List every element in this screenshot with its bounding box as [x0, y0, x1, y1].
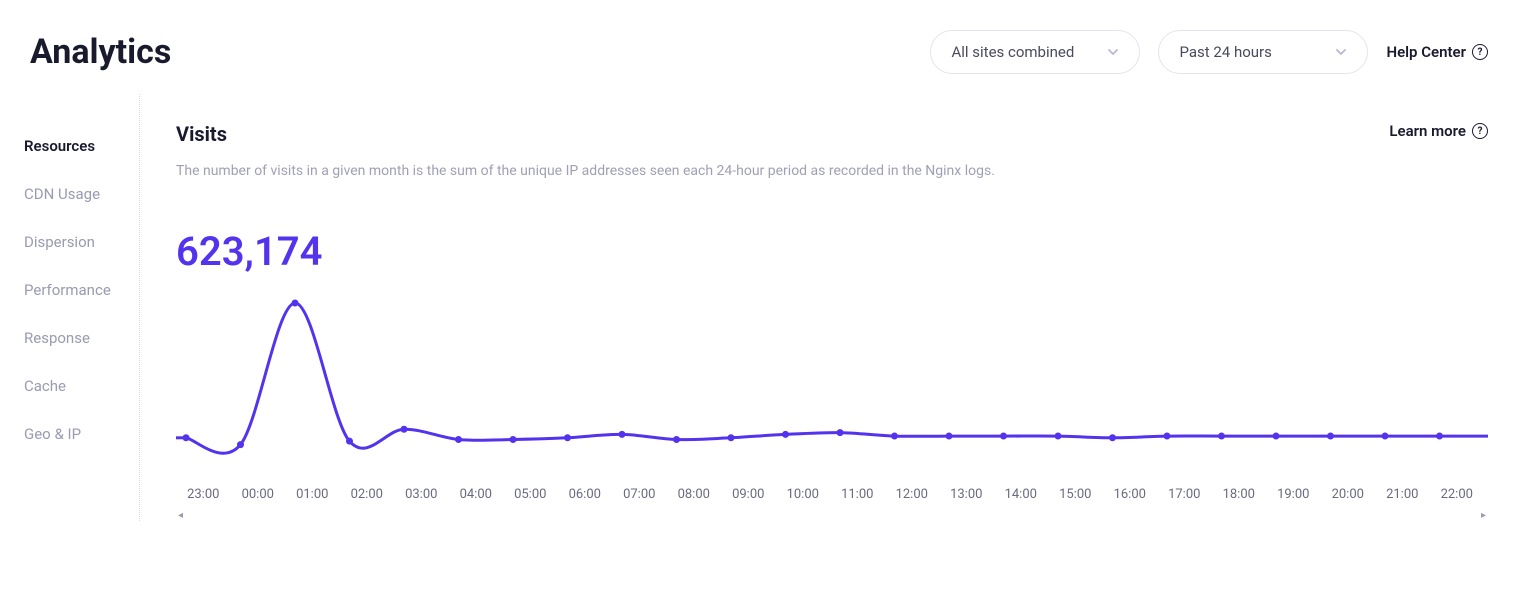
- x-axis-label: 08:00: [667, 487, 722, 502]
- chart-point[interactable]: [1000, 433, 1007, 440]
- x-axis-label: 23:00: [176, 487, 231, 502]
- x-axis-label: 15:00: [1048, 487, 1103, 502]
- sidebar-item-response[interactable]: Response: [24, 314, 139, 362]
- chart-point[interactable]: [1327, 433, 1334, 440]
- x-axis-label: 03:00: [394, 487, 449, 502]
- chart-point[interactable]: [292, 300, 299, 307]
- x-axis-label: 13:00: [939, 487, 994, 502]
- chart-point[interactable]: [728, 435, 735, 442]
- chart-point[interactable]: [891, 433, 898, 440]
- chart-point[interactable]: [237, 441, 244, 448]
- chart-point[interactable]: [837, 430, 844, 437]
- chart-point[interactable]: [1382, 433, 1389, 440]
- chart-point[interactable]: [183, 435, 190, 442]
- chart-point[interactable]: [1164, 433, 1171, 440]
- sidebar: ResourcesCDN UsageDispersionPerformanceR…: [20, 94, 140, 521]
- x-axis-label: 18:00: [1212, 487, 1267, 502]
- x-axis-label: 19:00: [1266, 487, 1321, 502]
- section-description: The number of visits in a given month is…: [176, 160, 995, 182]
- site-dropdown[interactable]: All sites combined: [930, 30, 1140, 74]
- chart-point[interactable]: [946, 433, 953, 440]
- learn-more-link[interactable]: Learn more ?: [1389, 122, 1488, 140]
- chart-point[interactable]: [564, 435, 571, 442]
- visits-total: 623,174: [176, 228, 1488, 275]
- x-axis-label: 17:00: [1157, 487, 1212, 502]
- x-axis-label: 14:00: [994, 487, 1049, 502]
- x-axis-label: 10:00: [776, 487, 831, 502]
- chart-scroll-left-icon[interactable]: ◂: [178, 510, 183, 521]
- sidebar-item-resources[interactable]: Resources: [24, 122, 139, 170]
- chevron-down-icon: [1107, 46, 1119, 58]
- main-panel: Visits The number of visits in a given m…: [140, 94, 1518, 521]
- learn-more-label: Learn more: [1389, 122, 1466, 140]
- chart-scroll: ◂ ▸: [176, 510, 1488, 521]
- visits-line-chart: [176, 293, 1488, 473]
- sidebar-item-performance[interactable]: Performance: [24, 266, 139, 314]
- x-axis-label: 00:00: [231, 487, 286, 502]
- x-axis-label: 02:00: [340, 487, 395, 502]
- chart-point[interactable]: [673, 436, 680, 443]
- x-axis-label: 21:00: [1375, 487, 1430, 502]
- chart-x-axis: 23:0000:0001:0002:0003:0004:0005:0006:00…: [176, 487, 1488, 502]
- chart-point[interactable]: [619, 431, 626, 438]
- x-axis-label: 01:00: [285, 487, 340, 502]
- x-axis-label: 12:00: [885, 487, 940, 502]
- range-dropdown-label: Past 24 hours: [1179, 43, 1271, 61]
- chart-point[interactable]: [455, 436, 462, 443]
- x-axis-label: 22:00: [1430, 487, 1485, 502]
- chart-point[interactable]: [1218, 433, 1225, 440]
- x-axis-label: 20:00: [1321, 487, 1376, 502]
- chart-point[interactable]: [1055, 433, 1062, 440]
- chevron-down-icon: [1335, 46, 1347, 58]
- sidebar-item-geo-ip[interactable]: Geo & IP: [24, 410, 139, 458]
- chart-point[interactable]: [1273, 433, 1280, 440]
- x-axis-label: 05:00: [503, 487, 558, 502]
- x-axis-label: 04:00: [449, 487, 504, 502]
- sidebar-item-cache[interactable]: Cache: [24, 362, 139, 410]
- sidebar-item-dispersion[interactable]: Dispersion: [24, 218, 139, 266]
- question-icon: ?: [1472, 123, 1488, 139]
- visits-chart: 23:0000:0001:0002:0003:0004:0005:0006:00…: [176, 293, 1488, 521]
- site-dropdown-label: All sites combined: [951, 43, 1074, 61]
- x-axis-label: 09:00: [721, 487, 776, 502]
- page-title: Analytics: [30, 32, 171, 72]
- x-axis-label: 16:00: [1103, 487, 1158, 502]
- chart-point[interactable]: [1109, 435, 1116, 442]
- chart-point[interactable]: [510, 436, 517, 443]
- section-title: Visits: [176, 122, 995, 146]
- chart-point[interactable]: [401, 426, 408, 433]
- help-center-label: Help Center: [1386, 43, 1466, 61]
- chart-line: [186, 303, 1440, 453]
- header-controls: All sites combined Past 24 hours Help Ce…: [930, 30, 1488, 74]
- sidebar-item-cdn-usage[interactable]: CDN Usage: [24, 170, 139, 218]
- x-axis-label: 07:00: [612, 487, 667, 502]
- range-dropdown[interactable]: Past 24 hours: [1158, 30, 1368, 74]
- help-center-link[interactable]: Help Center ?: [1386, 43, 1488, 61]
- x-axis-label: 11:00: [830, 487, 885, 502]
- x-axis-label: 06:00: [558, 487, 613, 502]
- question-icon: ?: [1472, 44, 1488, 60]
- chart-scroll-right-icon[interactable]: ▸: [1481, 510, 1486, 521]
- chart-point[interactable]: [782, 431, 789, 438]
- chart-point[interactable]: [1436, 433, 1443, 440]
- chart-point[interactable]: [346, 438, 353, 445]
